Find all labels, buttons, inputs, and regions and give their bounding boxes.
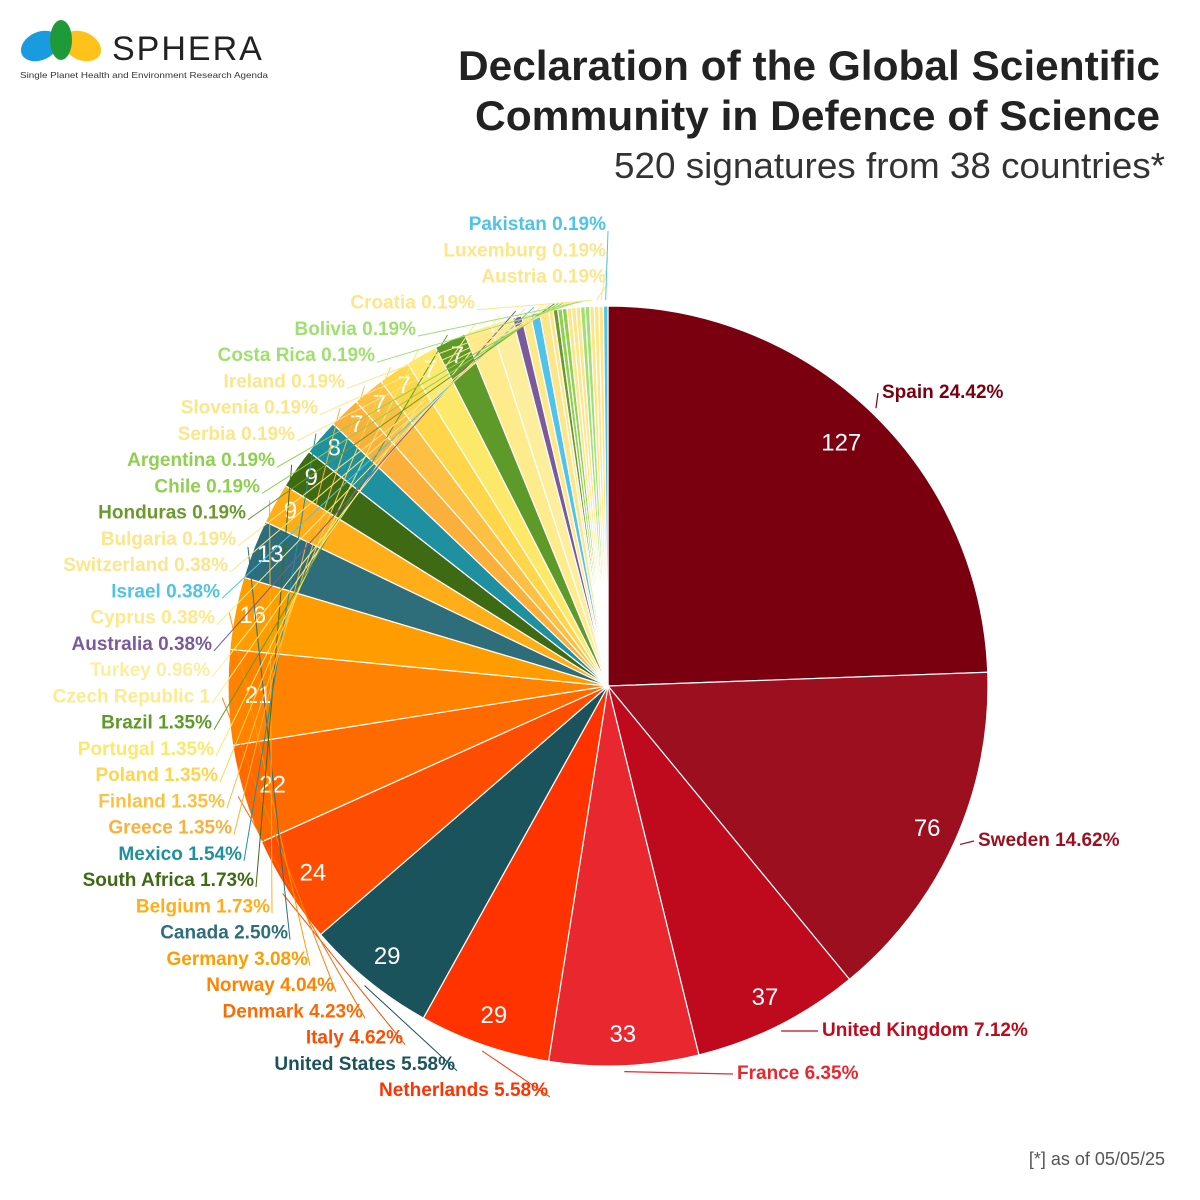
leader-line-greece [233,408,341,835]
title-line-2: Community in Defence of Science [475,92,1160,139]
label-brazil: Brazil 1.35% [101,713,212,734]
leader-line-ireland [346,300,578,389]
label-ireland: Ireland 0.19% [224,371,346,392]
leader-line-canada [247,546,291,940]
leader-line-honduras [247,303,555,521]
value-label-united-states: 29 [374,943,401,970]
leader-line-israel [221,306,535,599]
leader-line-netherlands [481,1050,551,1098]
slice-sweden [606,671,989,981]
sphera-logo: SPHERA Single Planet Health and Environm… [20,20,268,80]
logo-name: SPHERA [112,30,264,68]
value-label-spain: 127 [821,429,861,456]
slice-netherlands [422,685,609,1063]
logo-blue-leaf-icon [20,30,60,62]
label-belgium: Belgium 1.73% [136,896,270,917]
leader-line-spain [875,392,879,409]
label-germany: Germany 3.08% [166,949,308,970]
label-luxemburg: Luxemburg 0.19% [443,240,606,261]
pie-outline [223,301,993,1071]
label-finland: Finland 1.35% [98,791,225,812]
label-canada: Canada 2.50% [160,923,288,944]
leader-line-italy [282,893,406,1045]
label-switzerland: Switzerland 0.38% [63,555,228,576]
label-south-africa: South Africa 1.73% [83,870,255,891]
leader-line-slovenia [319,301,574,416]
label-sweden: Sweden 14.62% [978,830,1120,851]
value-label-norway: 21 [245,682,272,709]
slice-france [547,685,700,1067]
label-slovenia: Slovenia 0.19% [181,398,318,419]
leader-line-serbia [296,301,569,442]
label-honduras: Honduras 0.19% [98,503,246,524]
leader-line-cyprus [216,308,526,625]
label-costa-rica: Costa Rica 0.19% [218,345,375,366]
value-label-brazil: 7 [451,342,464,369]
leader-line-denmark [237,796,366,1019]
logo-tagline: Single Planet Health and Environment Res… [20,70,268,80]
label-australia: Australia 0.38% [72,634,213,655]
label-norway: Norway 4.04% [206,975,334,996]
leader-line-portugal [215,349,419,757]
label-united-states: United States 5.58% [274,1054,455,1075]
leader-line-germany [228,611,311,966]
label-croatia: Croatia 0.19% [350,293,475,314]
value-label-germany: 16 [239,602,266,629]
logo-yellow-leaf-icon [62,30,102,62]
label-israel: Israel 0.38% [111,581,220,602]
label-turkey: Turkey 0.96% [90,660,210,681]
value-label-sweden: 76 [914,815,941,842]
label-czech-republic: Czech Republic 1 [53,686,211,707]
leader-line-costa-rica [376,300,583,363]
label-serbia: Serbia 0.19% [178,424,295,445]
footnote: [*] as of 05/05/25 [1029,1149,1165,1169]
leader-line-united-states [364,985,458,1072]
leader-line-norway [221,697,337,993]
slice-united-kingdom [607,685,851,1056]
label-denmark: Denmark 4.23% [223,1001,364,1022]
label-netherlands: Netherlands 5.58% [379,1080,548,1101]
label-pakistan: Pakistan 0.19% [469,214,606,235]
leader-line-argentina [276,302,565,468]
leader-line-chile [261,302,560,494]
label-portugal: Portugal 1.35% [78,739,214,760]
value-label-portugal: 7 [423,356,436,383]
label-bolivia: Bolivia 0.19% [295,319,417,340]
value-label-netherlands: 29 [480,1002,507,1029]
value-label-south-africa: 9 [305,464,318,491]
leader-line-bolivia [417,300,588,337]
logo-green-leaf-icon [50,20,72,60]
leader-line-bulgaria [237,303,551,547]
value-label-france: 33 [609,1021,636,1048]
label-poland: Poland 1.35% [96,765,219,786]
label-france: France 6.35% [737,1063,859,1084]
label-spain: Spain 24.42% [882,382,1004,403]
leader-line-czech-republic [211,323,476,704]
label-austria: Austria 0.19% [481,267,606,288]
leader-line-croatia [476,299,592,311]
subtitle: 520 signatures from 38 countries* [614,145,1165,186]
label-greece: Greece 1.35% [108,818,232,839]
leader-line-sweden [959,840,975,846]
leader-line-australia [213,310,516,652]
leader-line-france [624,1071,734,1075]
label-italy: Italy 4.62% [306,1028,403,1049]
value-label-united-kingdom: 37 [752,984,779,1011]
label-bulgaria: Bulgaria 0.19% [101,529,236,550]
value-label-italy: 24 [300,860,327,887]
label-mexico: Mexico 1.54% [118,844,242,865]
slice-pakistan [602,305,609,687]
slice-united-states [319,685,609,1019]
label-united-kingdom: United Kingdom 7.12% [822,1020,1028,1041]
label-cyprus: Cyprus 0.38% [90,608,215,629]
slice-spain [607,305,989,687]
label-argentina: Argentina 0.19% [127,450,275,471]
label-chile: Chile 0.19% [154,476,260,497]
leader-line-pakistan [605,230,609,301]
title-line-1: Declaration of the Global Scientific [458,42,1160,89]
value-label-mexico: 8 [327,435,340,462]
